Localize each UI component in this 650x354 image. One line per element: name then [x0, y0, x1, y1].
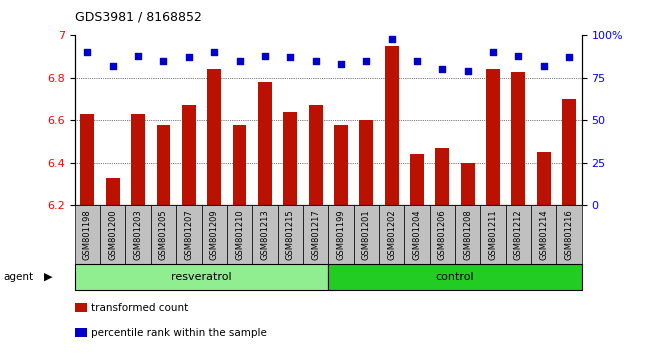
Bar — [385, 46, 398, 205]
Text: GSM801209: GSM801209 — [210, 209, 218, 260]
Bar — [258, 82, 272, 205]
Bar — [125, 205, 151, 264]
Bar — [81, 114, 94, 205]
Bar — [334, 125, 348, 205]
Point — [108, 63, 118, 69]
Text: GSM801203: GSM801203 — [134, 209, 142, 260]
Bar — [233, 125, 246, 205]
Bar — [359, 120, 373, 205]
Bar — [410, 154, 424, 205]
Point — [285, 55, 295, 60]
Text: GSM801208: GSM801208 — [463, 209, 472, 260]
Point — [514, 53, 524, 59]
Bar — [309, 105, 322, 205]
Bar — [252, 205, 278, 264]
Point — [311, 58, 321, 64]
Bar — [512, 72, 525, 205]
Bar — [75, 205, 100, 264]
Text: GSM801216: GSM801216 — [565, 209, 573, 260]
Bar — [354, 205, 379, 264]
Point — [564, 55, 575, 60]
Point — [209, 50, 220, 55]
Text: GSM801217: GSM801217 — [311, 209, 320, 260]
Bar — [430, 205, 455, 264]
Text: GSM801206: GSM801206 — [438, 209, 447, 260]
Point — [183, 55, 194, 60]
Bar — [455, 205, 480, 264]
Bar — [379, 205, 404, 264]
Bar — [278, 205, 303, 264]
Point — [488, 50, 499, 55]
Point — [133, 53, 143, 59]
Text: GSM801214: GSM801214 — [540, 209, 548, 260]
Text: GSM801201: GSM801201 — [362, 209, 370, 260]
Bar — [106, 178, 120, 205]
Text: GSM801213: GSM801213 — [261, 209, 269, 260]
Bar — [100, 205, 125, 264]
Bar — [227, 205, 252, 264]
Text: GSM801210: GSM801210 — [235, 209, 244, 260]
Bar — [328, 205, 354, 264]
Bar — [202, 205, 227, 264]
Bar — [328, 264, 582, 290]
Text: ▶: ▶ — [44, 272, 53, 282]
Bar — [283, 112, 297, 205]
Text: GSM801199: GSM801199 — [337, 209, 345, 260]
Text: GSM801202: GSM801202 — [387, 209, 396, 260]
Text: GSM801198: GSM801198 — [83, 209, 92, 260]
Text: GSM801212: GSM801212 — [514, 209, 523, 260]
Point — [159, 58, 169, 64]
Point — [335, 62, 346, 67]
Point — [82, 50, 93, 55]
Bar — [486, 69, 500, 205]
Text: GSM801205: GSM801205 — [159, 209, 168, 260]
Point — [412, 58, 423, 64]
Text: percentile rank within the sample: percentile rank within the sample — [91, 328, 267, 338]
Text: control: control — [436, 272, 474, 282]
Text: resveratrol: resveratrol — [171, 272, 232, 282]
Point — [538, 63, 549, 69]
Text: agent: agent — [3, 272, 33, 282]
Text: transformed count: transformed count — [91, 303, 188, 313]
Point — [259, 53, 270, 59]
Text: GSM801211: GSM801211 — [489, 209, 497, 260]
Bar — [404, 205, 430, 264]
Bar — [556, 205, 582, 264]
Point — [361, 58, 372, 64]
Bar — [436, 148, 449, 205]
Bar — [176, 205, 202, 264]
Bar — [75, 264, 328, 290]
Text: GDS3981 / 8168852: GDS3981 / 8168852 — [75, 11, 202, 24]
Bar — [207, 69, 221, 205]
Bar — [131, 114, 145, 205]
Bar — [562, 99, 576, 205]
Bar — [303, 205, 328, 264]
Bar — [531, 205, 556, 264]
Bar — [182, 105, 196, 205]
Point — [235, 58, 245, 64]
Bar — [480, 205, 506, 264]
Point — [437, 67, 448, 72]
Bar — [461, 163, 474, 205]
Text: GSM801204: GSM801204 — [413, 209, 421, 260]
Bar — [506, 205, 531, 264]
Point — [463, 68, 473, 74]
Bar — [157, 125, 170, 205]
Bar — [151, 205, 176, 264]
Text: GSM801215: GSM801215 — [286, 209, 294, 260]
Text: GSM801207: GSM801207 — [185, 209, 193, 260]
Text: GSM801200: GSM801200 — [109, 209, 117, 260]
Point — [386, 36, 396, 42]
Bar — [537, 152, 551, 205]
